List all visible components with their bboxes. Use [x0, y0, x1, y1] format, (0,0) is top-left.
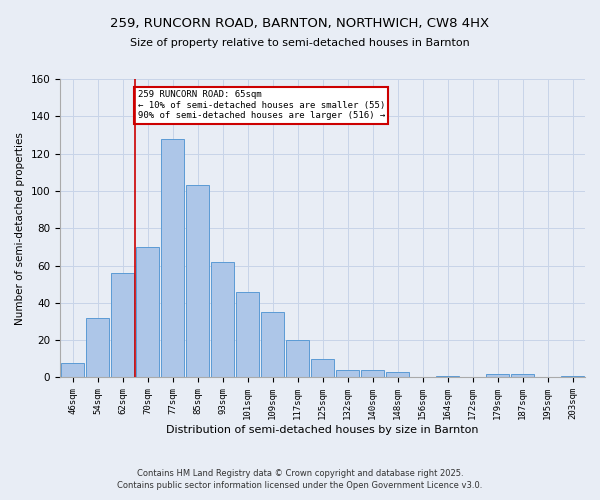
Bar [335, 370, 359, 378]
Bar [211, 262, 235, 378]
Text: Contains HM Land Registry data © Crown copyright and database right 2025.: Contains HM Land Registry data © Crown c… [137, 468, 463, 477]
Bar [386, 372, 409, 378]
Text: 259, RUNCORN ROAD, BARNTON, NORTHWICH, CW8 4HX: 259, RUNCORN ROAD, BARNTON, NORTHWICH, C… [110, 18, 490, 30]
Bar [560, 376, 584, 378]
Text: 259 RUNCORN ROAD: 65sqm
← 10% of semi-detached houses are smaller (55)
90% of se: 259 RUNCORN ROAD: 65sqm ← 10% of semi-de… [137, 90, 385, 120]
Bar [61, 362, 85, 378]
Bar [86, 318, 109, 378]
Y-axis label: Number of semi-detached properties: Number of semi-detached properties [15, 132, 25, 324]
Bar [286, 340, 310, 378]
Bar [161, 138, 184, 378]
Bar [485, 374, 509, 378]
Bar [361, 370, 385, 378]
Bar [311, 359, 334, 378]
X-axis label: Distribution of semi-detached houses by size in Barnton: Distribution of semi-detached houses by … [166, 425, 479, 435]
Bar [136, 247, 160, 378]
Bar [185, 186, 209, 378]
Text: Size of property relative to semi-detached houses in Barnton: Size of property relative to semi-detach… [130, 38, 470, 48]
Bar [436, 376, 460, 378]
Text: Contains public sector information licensed under the Open Government Licence v3: Contains public sector information licen… [118, 481, 482, 490]
Bar [110, 273, 134, 378]
Bar [511, 374, 535, 378]
Bar [260, 312, 284, 378]
Bar [236, 292, 259, 378]
